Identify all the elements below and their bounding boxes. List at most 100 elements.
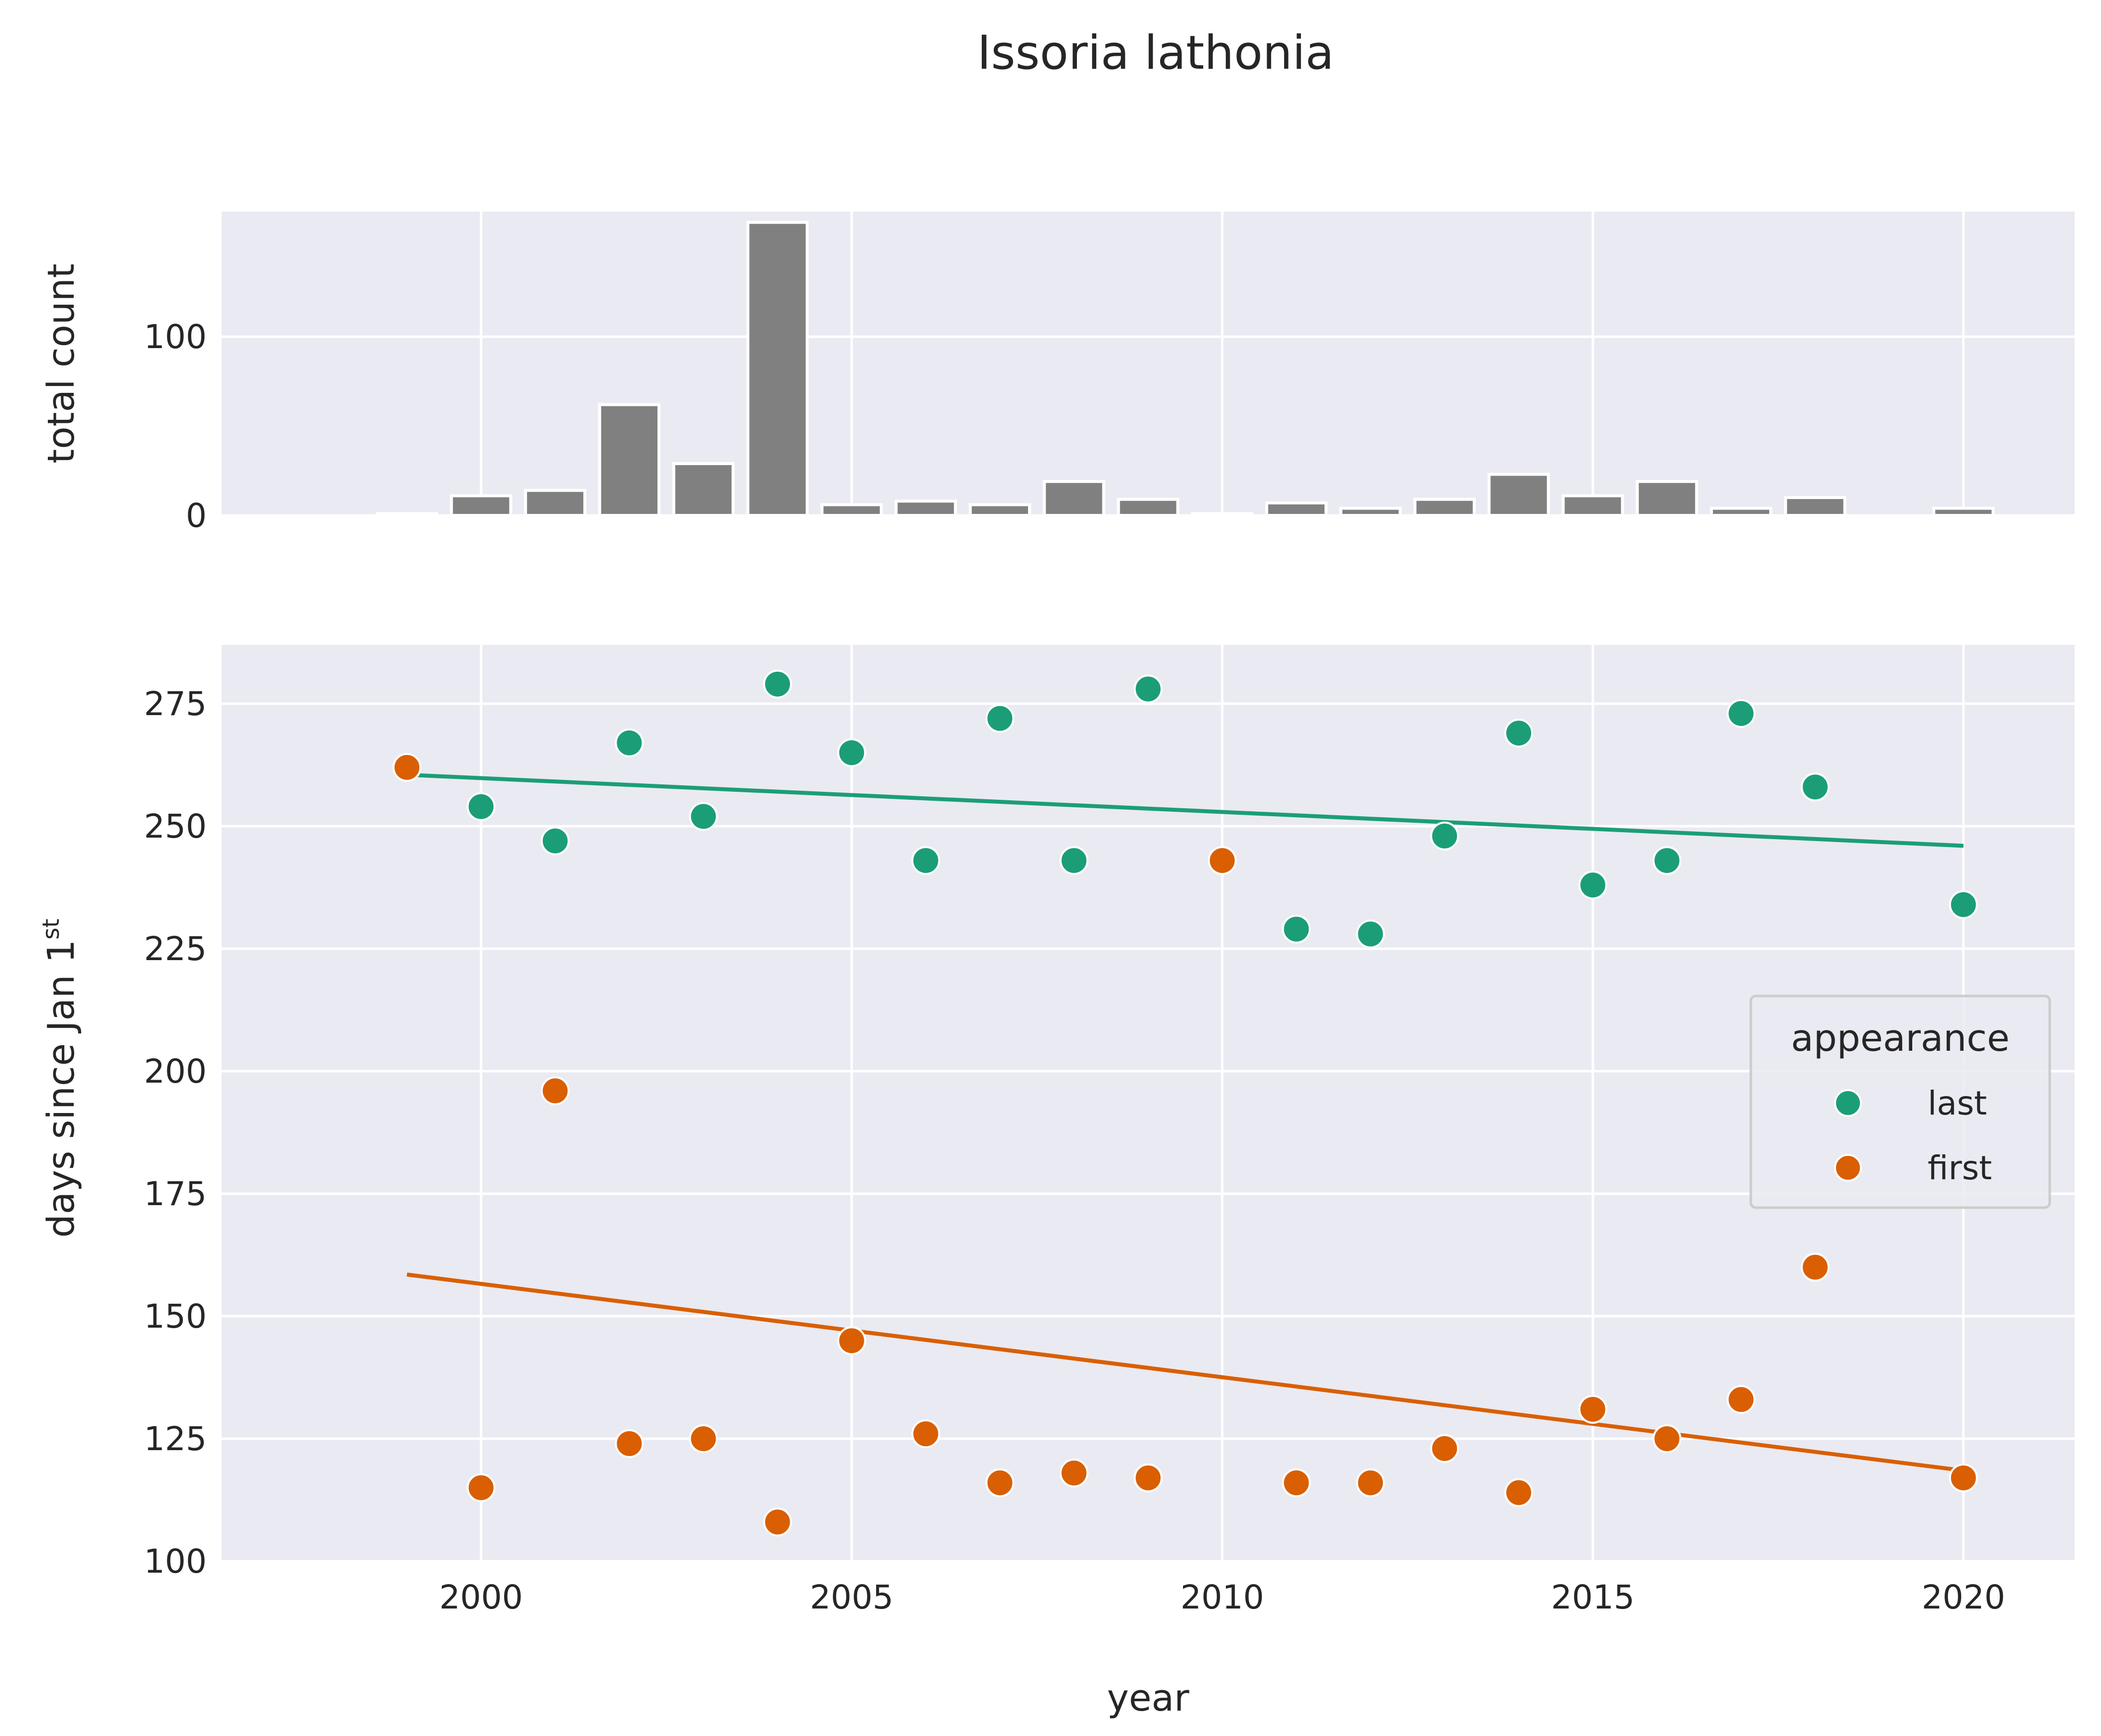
point-last — [540, 826, 570, 856]
count-bar — [820, 503, 883, 517]
legend: appearance last first — [1749, 994, 2051, 1209]
point-last — [1801, 772, 1830, 802]
point-first — [1356, 1468, 1385, 1497]
point-first — [1430, 1434, 1459, 1463]
point-first — [837, 1326, 866, 1356]
point-first — [466, 1473, 496, 1502]
count-bar — [450, 494, 513, 517]
point-last — [911, 846, 940, 875]
point-first — [1059, 1458, 1089, 1488]
bottom-y-tick-label: 175 — [144, 1175, 207, 1213]
point-last — [1282, 914, 1311, 944]
trend-line-last — [406, 772, 1964, 848]
point-last — [837, 738, 866, 767]
bottom-y-tick-label: 150 — [144, 1297, 207, 1336]
point-last — [466, 792, 496, 821]
point-first — [615, 1429, 644, 1458]
count-bar — [524, 489, 587, 517]
point-first — [1801, 1252, 1830, 1282]
x-tick-label: 2005 — [810, 1578, 894, 1616]
point-first — [1207, 846, 1237, 875]
y-axis-label-superscript: st — [37, 919, 64, 940]
point-last — [1578, 870, 1607, 900]
point-first — [911, 1419, 940, 1449]
chart-title: Issoria lathonia — [977, 26, 1334, 80]
point-first — [1578, 1394, 1607, 1424]
bottom-y-tick-label: 100 — [144, 1542, 207, 1581]
point-last — [1504, 719, 1533, 748]
count-bar — [1413, 497, 1476, 517]
count-bar — [1562, 494, 1624, 517]
legend-marker-last — [1834, 1089, 1862, 1117]
bottom-y-tick-label: 225 — [144, 930, 207, 968]
bottom-y-tick-label: 125 — [144, 1420, 207, 1458]
count-bar — [895, 499, 957, 517]
legend-label-last: last — [1928, 1084, 1987, 1122]
count-bar — [1339, 506, 1402, 517]
point-first — [393, 752, 421, 782]
count-bar — [1709, 506, 1772, 517]
point-last — [689, 802, 718, 831]
point-last — [1949, 890, 1978, 919]
count-bar — [598, 403, 660, 517]
point-last — [985, 704, 1015, 733]
top-bars — [376, 221, 1995, 517]
top-plot-background — [222, 212, 2075, 515]
top-y-axis-label: total count — [40, 263, 83, 464]
point-first — [1134, 1463, 1163, 1492]
x-axis-label: year — [1107, 1677, 1189, 1720]
x-tick-label: 2015 — [1551, 1578, 1635, 1616]
bottom-y-tick-label: 250 — [144, 807, 207, 846]
x-tick-label: 2020 — [1922, 1578, 2005, 1616]
count-bar — [968, 503, 1031, 517]
point-last — [615, 728, 644, 757]
legend-title: appearance — [1791, 1017, 2009, 1060]
x-tick-label: 2000 — [439, 1578, 523, 1616]
bottom-y-tick-label: 200 — [144, 1052, 207, 1091]
count-bar — [1932, 506, 1995, 517]
point-first — [1504, 1478, 1533, 1507]
count-bar — [376, 512, 438, 517]
point-first — [540, 1076, 570, 1106]
point-first — [763, 1507, 792, 1537]
y-axis-label-main: days since Jan 1 — [40, 940, 83, 1238]
legend-box — [1749, 994, 2051, 1209]
count-bar — [1636, 480, 1699, 517]
point-first — [1652, 1424, 1682, 1454]
count-bar — [672, 462, 735, 517]
scatter-points — [393, 669, 1978, 1537]
bottom-y-tick-label: 275 — [144, 685, 207, 723]
top-y-tick-labels: 0 100 — [144, 318, 207, 535]
point-first — [689, 1424, 718, 1454]
point-last — [1356, 919, 1385, 949]
count-bar — [1117, 497, 1180, 517]
point-first — [1282, 1468, 1311, 1497]
count-bar — [1784, 496, 1846, 517]
count-bar — [1487, 473, 1550, 517]
bottom-y-axis-label: days since Jan 1st — [37, 919, 83, 1238]
point-first — [1726, 1385, 1756, 1414]
point-first — [985, 1468, 1015, 1497]
point-last — [1059, 846, 1089, 875]
top-y-tick-label: 100 — [144, 318, 207, 356]
trend-lines — [406, 772, 1964, 1473]
count-bar — [1191, 512, 1254, 517]
point-last — [1134, 674, 1163, 704]
legend-marker-first — [1834, 1154, 1862, 1182]
point-last — [1652, 846, 1682, 875]
point-last — [1430, 821, 1459, 851]
point-first — [1949, 1463, 1978, 1492]
count-bar — [746, 221, 809, 517]
top-panel: 0 100 total count — [40, 212, 2075, 535]
count-bar — [1043, 480, 1105, 517]
trend-line-first — [406, 1272, 1964, 1473]
top-y-tick-label: 0 — [186, 496, 207, 535]
bottom-x-tick-labels: 2000 2005 2010 2015 2020 — [439, 1578, 2005, 1616]
legend-label-first: first — [1928, 1149, 1992, 1187]
point-last — [763, 669, 792, 699]
bottom-panel: 100 125 150 175 200 225 250 275 2000 2005 2010 201… — [37, 645, 2075, 1720]
x-tick-label: 2010 — [1181, 1578, 1264, 1616]
count-bar — [1265, 501, 1328, 517]
point-last — [1726, 699, 1756, 728]
